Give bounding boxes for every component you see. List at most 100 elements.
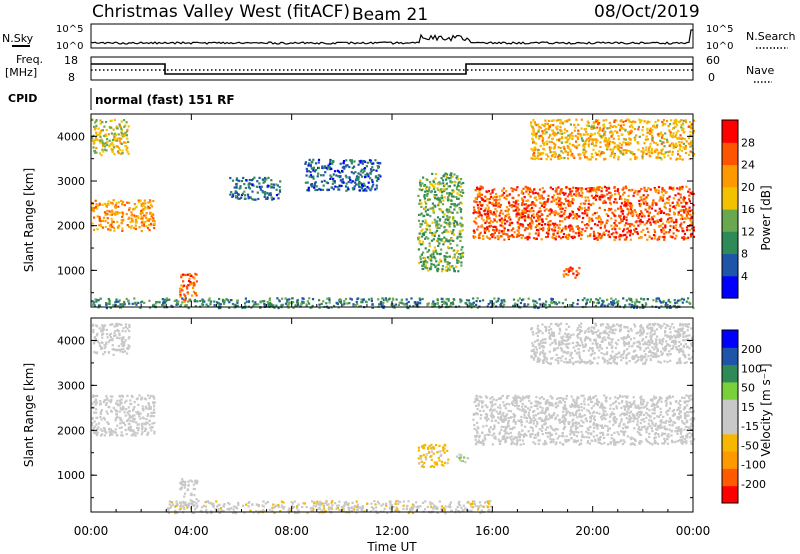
range-cell <box>579 134 583 137</box>
range-cell <box>213 300 216 303</box>
range-cell <box>437 204 440 207</box>
range-cell <box>558 223 561 226</box>
range-cell <box>597 231 600 235</box>
range-cell <box>611 227 614 231</box>
range-cell <box>309 174 313 177</box>
range-cell <box>186 488 190 491</box>
range-cell <box>343 302 346 305</box>
range-cell <box>535 136 538 139</box>
range-cell <box>561 302 564 305</box>
range-cell <box>550 200 553 203</box>
range-cell <box>315 185 318 188</box>
range-cell <box>483 227 486 230</box>
range-cell <box>629 222 632 226</box>
range-cell <box>619 195 622 198</box>
range-cell <box>666 197 669 200</box>
range-cell <box>672 122 675 125</box>
range-cell <box>548 224 552 227</box>
range-cell <box>107 405 110 408</box>
range-cell <box>99 412 102 416</box>
range-cell <box>644 208 647 211</box>
range-cell <box>312 169 315 172</box>
range-cell <box>677 213 680 216</box>
range-cell <box>426 190 429 193</box>
range-cell <box>604 406 607 410</box>
range-cell <box>432 452 435 455</box>
range-cell <box>684 217 687 220</box>
range-cell <box>148 419 151 422</box>
range-cell <box>93 141 96 144</box>
range-cell <box>685 215 688 218</box>
range-cell <box>457 203 460 206</box>
range-cell <box>626 435 629 438</box>
range-cell <box>98 327 101 330</box>
range-cell <box>521 299 524 302</box>
range-cell <box>423 195 426 198</box>
range-cell <box>436 196 440 199</box>
range-cell <box>620 219 623 222</box>
range-cell <box>435 220 438 223</box>
range-cell <box>453 269 456 272</box>
range-cell <box>434 249 438 252</box>
range-cell <box>480 224 483 227</box>
range-cell <box>629 207 633 211</box>
range-cell <box>490 300 493 303</box>
range-cell <box>486 210 490 213</box>
range-cell <box>553 134 556 137</box>
range-cell <box>575 426 578 429</box>
range-cell <box>487 214 490 218</box>
range-cell <box>569 414 572 417</box>
range-cell <box>647 218 651 221</box>
range-cell <box>495 229 498 232</box>
range-cell <box>614 443 617 446</box>
range-cell <box>179 291 182 294</box>
range-cell <box>435 260 438 263</box>
range-cell <box>661 141 664 144</box>
range-cell <box>122 348 125 351</box>
freq-tick-bottom: 8 <box>68 71 75 84</box>
range-cell <box>536 157 539 160</box>
range-cell <box>150 411 153 415</box>
range-cell <box>557 205 560 208</box>
range-cell <box>111 202 114 205</box>
range-cell <box>468 302 471 305</box>
range-cell <box>436 187 439 190</box>
range-cell <box>441 196 444 200</box>
range-cell <box>368 159 372 162</box>
range-cell <box>511 227 515 230</box>
range-cell <box>574 145 577 148</box>
range-cell <box>426 193 429 196</box>
range-cell <box>662 194 665 197</box>
range-cell <box>444 172 447 175</box>
range-cell <box>640 203 643 206</box>
range-cell <box>611 125 614 128</box>
range-cell <box>537 412 540 415</box>
range-cell <box>292 301 295 304</box>
range-cell <box>436 224 439 227</box>
range-cell <box>142 214 146 217</box>
range-cell <box>451 175 454 178</box>
range-cell <box>623 137 626 140</box>
range-cell <box>524 236 527 239</box>
range-cell <box>641 303 644 306</box>
range-cell <box>576 137 580 141</box>
range-cell <box>522 395 525 398</box>
range-cell <box>455 204 459 207</box>
range-cell <box>659 132 662 135</box>
range-cell <box>352 303 355 306</box>
range-cell <box>619 124 622 127</box>
range-cell <box>607 427 610 430</box>
range-cell <box>637 125 640 129</box>
range-cell <box>597 131 600 135</box>
range-cell <box>140 221 143 224</box>
range-cell <box>296 301 299 305</box>
range-cell <box>95 203 98 206</box>
range-cell <box>514 394 517 397</box>
range-cell <box>651 412 654 415</box>
range-cell <box>363 189 366 192</box>
range-cell <box>616 302 620 305</box>
range-cell <box>353 160 356 163</box>
range-cell <box>281 303 284 306</box>
range-cell <box>444 255 447 258</box>
range-cell <box>648 121 651 124</box>
